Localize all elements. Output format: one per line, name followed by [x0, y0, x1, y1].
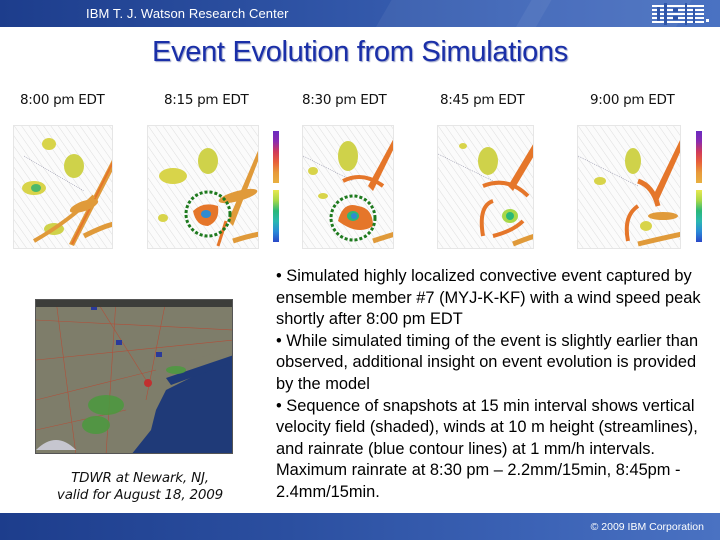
time-label-845: 8:45 pm EDT [440, 92, 525, 108]
ibm-logo-icon [652, 3, 710, 25]
copyright-text: © 2009 IBM Corporation [590, 521, 704, 533]
slide-title: Event Evolution from Simulations [152, 36, 568, 68]
colorbar-lower [273, 190, 279, 242]
highlight-circle [184, 190, 232, 238]
bullet-list: • Simulated highly localized convective … [276, 266, 716, 504]
simulation-map-800 [14, 126, 112, 248]
simulation-map-830 [303, 126, 393, 248]
colorbar-upper [696, 131, 702, 183]
radar-header-strip [36, 300, 232, 307]
colorbar-lower [696, 190, 702, 242]
bullet-item: • While simulated timing of the event is… [276, 331, 699, 393]
time-label-830: 8:30 pm EDT [302, 92, 387, 108]
simulation-map-845 [438, 126, 533, 248]
bullet-item: • Simulated highly localized convective … [276, 267, 701, 329]
footer-bar: © 2009 IBM Corporation [0, 513, 720, 540]
radar-caption-line2: valid for August 18, 2009 [56, 487, 224, 503]
simulation-map-900 [578, 126, 680, 248]
simulation-map-815 [148, 126, 258, 248]
radar-map-image [35, 299, 233, 454]
colorbar-upper [273, 131, 279, 183]
time-label-815: 8:15 pm EDT [164, 92, 249, 108]
organization-name: IBM T. J. Watson Research Center [86, 6, 289, 21]
highlight-circle [329, 194, 377, 242]
simulation-panel-900 [577, 125, 681, 249]
simulation-panel-845 [437, 125, 534, 249]
bullet-item: • Sequence of snapshots at 15 min interv… [276, 396, 698, 501]
radar-caption-line1: TDWR at Newark, NJ, [71, 470, 209, 486]
simulation-panel-800 [13, 125, 113, 249]
simulation-panel-830 [302, 125, 394, 249]
simulation-panel-815 [147, 125, 259, 249]
header-bar: IBM T. J. Watson Research Center [0, 0, 720, 27]
time-label-900: 9:00 pm EDT [590, 92, 675, 108]
time-label-800: 8:00 pm EDT [20, 92, 105, 108]
